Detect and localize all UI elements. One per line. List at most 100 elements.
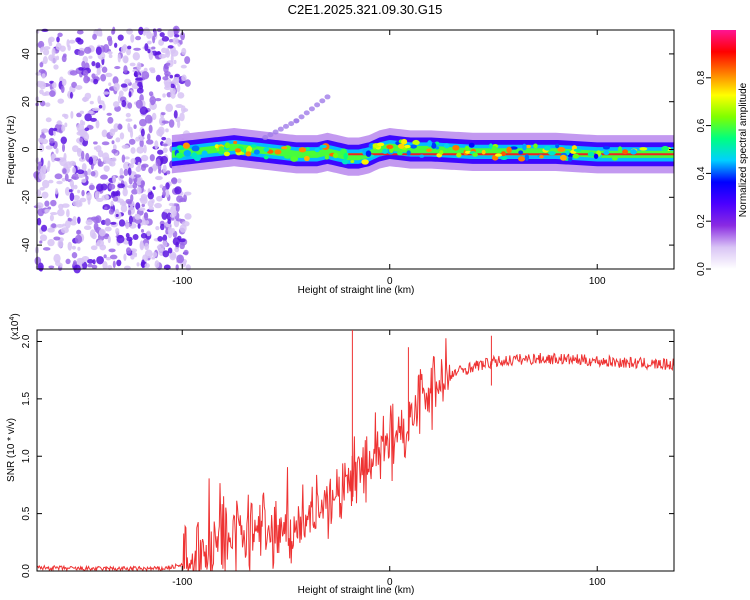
noise-blob [101,194,110,201]
noise-blob [156,195,163,202]
noise-blob [49,214,54,222]
noise-blob [181,47,187,55]
snr-series-line [36,338,675,573]
ridge-blob [263,147,269,153]
noise-blob [50,199,57,207]
ridge-blob [283,155,292,159]
noise-blob [113,82,120,92]
noise-blob [141,71,150,80]
noise-blob [133,47,141,51]
chart-title: C2E1.2025.321.09.30.G15 [288,2,443,17]
noise-blob [91,232,97,240]
noise-blob [63,113,69,119]
noise-blob [92,159,98,165]
noise-blob [132,52,141,61]
noise-blob [128,91,132,98]
noise-blob [39,187,45,191]
noise-blob [136,87,144,94]
noise-blob [76,148,83,157]
noise-blob [127,126,133,133]
noise-blob [117,95,122,104]
noise-blob [61,203,70,208]
branch-blob [288,121,295,127]
noise-blob [147,48,151,54]
ridge-blob [500,156,508,161]
noise-blob [145,139,154,145]
noise-blob [126,28,133,35]
noise-blob [60,85,65,93]
ridge-blob [533,143,538,149]
noise-blob [139,138,144,148]
noise-blob [165,103,174,113]
noise-blob [108,38,113,47]
ridge-blob [341,159,349,165]
ridge-blob [431,142,437,149]
ridge-blob [298,147,307,153]
noise-blob [91,264,98,269]
noise-blob [161,136,167,141]
noise-blob [44,208,50,213]
ridge-blob [406,150,411,156]
y-tick-label: -40 [21,237,32,252]
noise-blob [57,208,65,217]
ridge-blob [201,150,208,157]
noise-blob [125,222,130,229]
noise-blob [135,166,142,173]
ridge-blob [468,142,475,148]
noise-blob [177,178,182,184]
noise-blob [151,46,156,50]
top-y-ticks: -40 -20 0 20 40 [21,48,674,252]
ridge-blob [509,146,518,150]
noise-blob [163,208,171,213]
noise-blob [37,40,45,49]
noise-blob [115,228,120,235]
x-tick-label: 0 [387,577,393,588]
noise-blob [106,112,112,116]
ridge-blob [376,142,385,147]
noise-blob [148,50,154,60]
noise-blob [104,226,112,232]
snr-panel: -100 0 100 0.0 0.5 1.0 1.5 2.0 Height of strai… [6,313,675,596]
noise-blob [117,34,124,41]
ridge-blob [250,144,257,148]
noise-blob [160,223,165,231]
noise-blob [164,189,170,198]
noise-blob [76,229,81,235]
noise-blob [83,132,90,141]
noise-blob [79,110,85,115]
noise-blob [47,37,52,45]
ridge-blob [559,154,567,161]
noise-blob [77,37,82,41]
noise-blob [38,137,44,143]
noise-blob [111,157,117,162]
noise-blob [98,104,103,109]
noise-blob [180,105,186,114]
branch-blob [303,110,310,116]
noise-blob [144,212,149,221]
noise-blob [162,234,168,242]
ridge-blob [518,150,524,155]
noise-blob [54,157,61,162]
y-tick-label: 0 [21,146,32,152]
noise-blob [175,116,181,123]
noise-blob [140,196,148,205]
noise-blob [68,39,76,44]
noise-blob [159,184,164,189]
noise-blob [140,128,145,137]
noise-blob [107,51,113,55]
noise-blob [149,67,156,72]
noise-blob [96,256,104,265]
noise-blob [53,253,61,263]
ridge-blob [427,140,433,147]
noise-blob [112,175,117,184]
noise-blob [35,202,44,209]
noise-blob [184,213,192,220]
noise-blob [120,83,128,88]
noise-blob [123,168,129,177]
noise-blob [37,161,43,166]
ridge-blob [495,153,502,157]
noise-blob [95,242,100,247]
snr-frame [36,329,675,572]
noise-blob [108,248,116,253]
noise-blob [171,177,178,185]
